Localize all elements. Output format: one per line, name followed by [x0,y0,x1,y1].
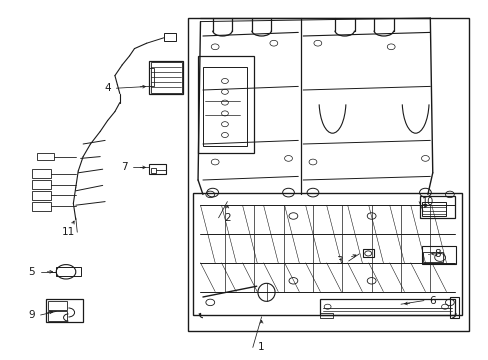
Bar [203,67,246,146]
Bar [188,18,468,331]
Bar [37,153,54,160]
Bar [48,311,67,321]
Bar [149,68,154,86]
Bar [421,202,445,216]
Text: 8: 8 [433,249,440,259]
Text: 10: 10 [421,197,433,207]
Bar [421,246,455,264]
Bar [149,61,183,94]
Text: 5: 5 [28,267,35,277]
Bar [449,297,458,318]
Bar [32,180,51,189]
Bar [419,196,454,218]
Bar [56,267,81,276]
Bar [32,191,51,200]
Text: 3: 3 [336,256,343,266]
Bar [422,252,442,262]
Text: 2: 2 [224,213,230,223]
Text: 11: 11 [61,227,75,237]
Bar [320,299,454,315]
Text: 7: 7 [121,162,128,172]
Bar [362,249,373,257]
Text: 1: 1 [258,342,264,352]
Bar [46,299,83,322]
Bar [150,62,182,93]
Bar [32,202,51,211]
Bar [149,164,166,174]
Bar [150,168,156,173]
Bar [320,313,332,318]
Bar [163,33,176,41]
Bar [193,193,461,315]
Text: 9: 9 [28,310,35,320]
Bar [198,56,254,153]
Bar [48,301,67,310]
Bar [32,169,51,178]
Text: 4: 4 [104,83,111,93]
Text: 6: 6 [428,296,435,306]
